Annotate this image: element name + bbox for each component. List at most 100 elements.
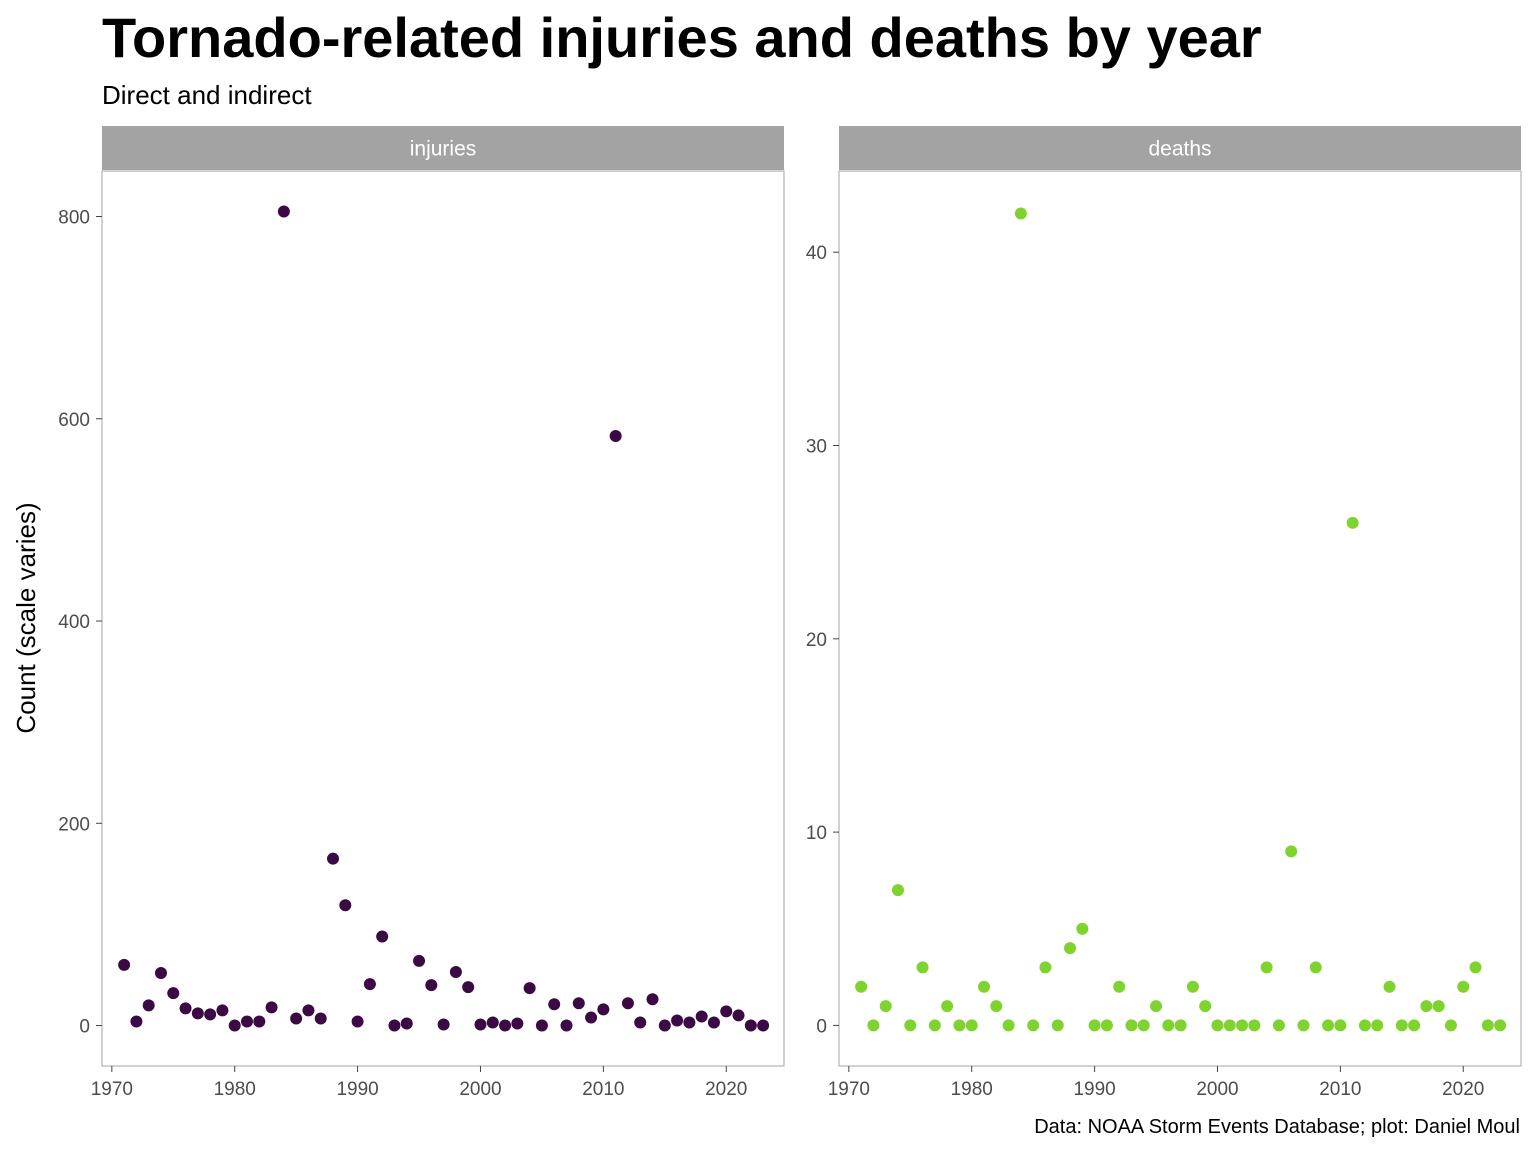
point-deaths: [1076, 922, 1089, 935]
point-deaths: [990, 1000, 1003, 1013]
point-injuries: [363, 978, 376, 991]
point-injuries: [449, 965, 462, 978]
point-deaths: [1211, 1019, 1224, 1032]
x-tick-label-injuries: 2010: [582, 1079, 624, 1100]
point-deaths: [1100, 1019, 1113, 1032]
point-injuries: [634, 1016, 647, 1029]
point-deaths: [1272, 1019, 1285, 1032]
point-deaths: [891, 884, 904, 897]
y-tick-label-deaths: 20: [806, 630, 827, 651]
point-injuries: [130, 1015, 143, 1028]
point-injuries: [241, 1015, 254, 1028]
point-deaths: [1150, 1000, 1163, 1013]
point-deaths: [1125, 1019, 1138, 1032]
x-tick-label-deaths: 1980: [951, 1079, 993, 1100]
point-injuries: [646, 993, 659, 1006]
point-deaths: [978, 980, 991, 993]
point-deaths: [941, 1000, 954, 1013]
point-injuries: [216, 1004, 229, 1017]
point-deaths: [1371, 1019, 1384, 1032]
y-tick-label-deaths: 30: [806, 436, 827, 457]
point-deaths: [1248, 1019, 1261, 1032]
point-injuries: [462, 981, 475, 994]
point-injuries: [499, 1019, 512, 1032]
point-deaths: [916, 961, 929, 974]
y-tick-label-injuries: 200: [58, 814, 90, 835]
chart-subtitle: Direct and indirect: [102, 80, 312, 110]
point-injuries: [511, 1017, 524, 1030]
y-tick-label-injuries: 400: [58, 612, 90, 633]
x-tick-label-deaths: 1970: [828, 1079, 870, 1100]
y-axis-title: Count (scale varies): [11, 502, 41, 733]
point-deaths: [1174, 1019, 1187, 1032]
point-injuries: [671, 1014, 684, 1027]
point-injuries: [376, 930, 389, 943]
point-deaths: [855, 980, 868, 993]
point-deaths: [1064, 942, 1077, 955]
point-deaths: [904, 1019, 917, 1032]
point-injuries: [720, 1005, 733, 1018]
point-deaths: [1236, 1019, 1249, 1032]
x-tick-label-deaths: 1990: [1073, 1079, 1115, 1100]
x-tick-label-injuries: 1990: [336, 1079, 378, 1100]
point-deaths: [1223, 1019, 1236, 1032]
point-deaths: [1469, 961, 1482, 974]
point-injuries: [302, 1004, 315, 1017]
point-injuries: [413, 954, 426, 967]
point-injuries: [732, 1009, 745, 1022]
point-deaths: [1358, 1019, 1371, 1032]
point-deaths: [1137, 1019, 1150, 1032]
y-tick-label-injuries: 0: [79, 1017, 90, 1038]
point-injuries: [204, 1008, 217, 1021]
panel-border-injuries: [101, 170, 785, 1067]
point-injuries: [523, 982, 536, 995]
point-deaths: [1014, 207, 1027, 220]
point-deaths: [1285, 845, 1298, 858]
point-injuries: [154, 966, 167, 979]
point-injuries: [585, 1011, 598, 1024]
point-deaths: [1186, 980, 1199, 993]
point-injuries: [548, 998, 561, 1011]
point-injuries: [486, 1016, 499, 1029]
point-injuries: [437, 1018, 450, 1031]
point-injuries: [707, 1016, 720, 1029]
x-tick-label-injuries: 1970: [91, 1079, 133, 1100]
facet-label-deaths: deaths: [1148, 138, 1211, 161]
point-deaths: [1395, 1019, 1408, 1032]
point-injuries: [191, 1007, 204, 1020]
point-deaths: [1051, 1019, 1064, 1032]
point-injuries: [400, 1017, 413, 1030]
point-deaths: [1383, 980, 1396, 993]
point-injuries: [683, 1016, 696, 1029]
point-deaths: [1039, 961, 1052, 974]
point-deaths: [1408, 1019, 1421, 1032]
point-deaths: [1002, 1019, 1015, 1032]
point-injuries: [695, 1010, 708, 1023]
point-injuries: [658, 1019, 671, 1032]
point-deaths: [1494, 1019, 1507, 1032]
point-injuries: [327, 852, 340, 865]
point-injuries: [474, 1018, 487, 1031]
point-injuries: [597, 1003, 610, 1016]
point-deaths: [879, 1000, 892, 1013]
point-injuries: [253, 1015, 266, 1028]
point-deaths: [1162, 1019, 1175, 1032]
point-deaths: [1481, 1019, 1494, 1032]
point-deaths: [1457, 980, 1470, 993]
facet-label-injuries: injuries: [410, 138, 477, 161]
x-tick-label-deaths: 2010: [1319, 1079, 1361, 1100]
point-injuries: [621, 997, 634, 1010]
point-deaths: [1420, 1000, 1433, 1013]
chart-title: Tornado-related injuries and deaths by y…: [102, 6, 1262, 69]
point-injuries: [339, 899, 352, 912]
point-injuries: [609, 429, 622, 442]
point-injuries: [290, 1012, 303, 1025]
point-deaths: [1027, 1019, 1040, 1032]
chart-caption: Data: NOAA Storm Events Database; plot: …: [1034, 1116, 1520, 1138]
point-injuries: [142, 999, 155, 1012]
x-tick-label-injuries: 2020: [705, 1079, 747, 1100]
point-injuries: [572, 997, 585, 1010]
point-deaths: [1199, 1000, 1212, 1013]
point-deaths: [1297, 1019, 1310, 1032]
